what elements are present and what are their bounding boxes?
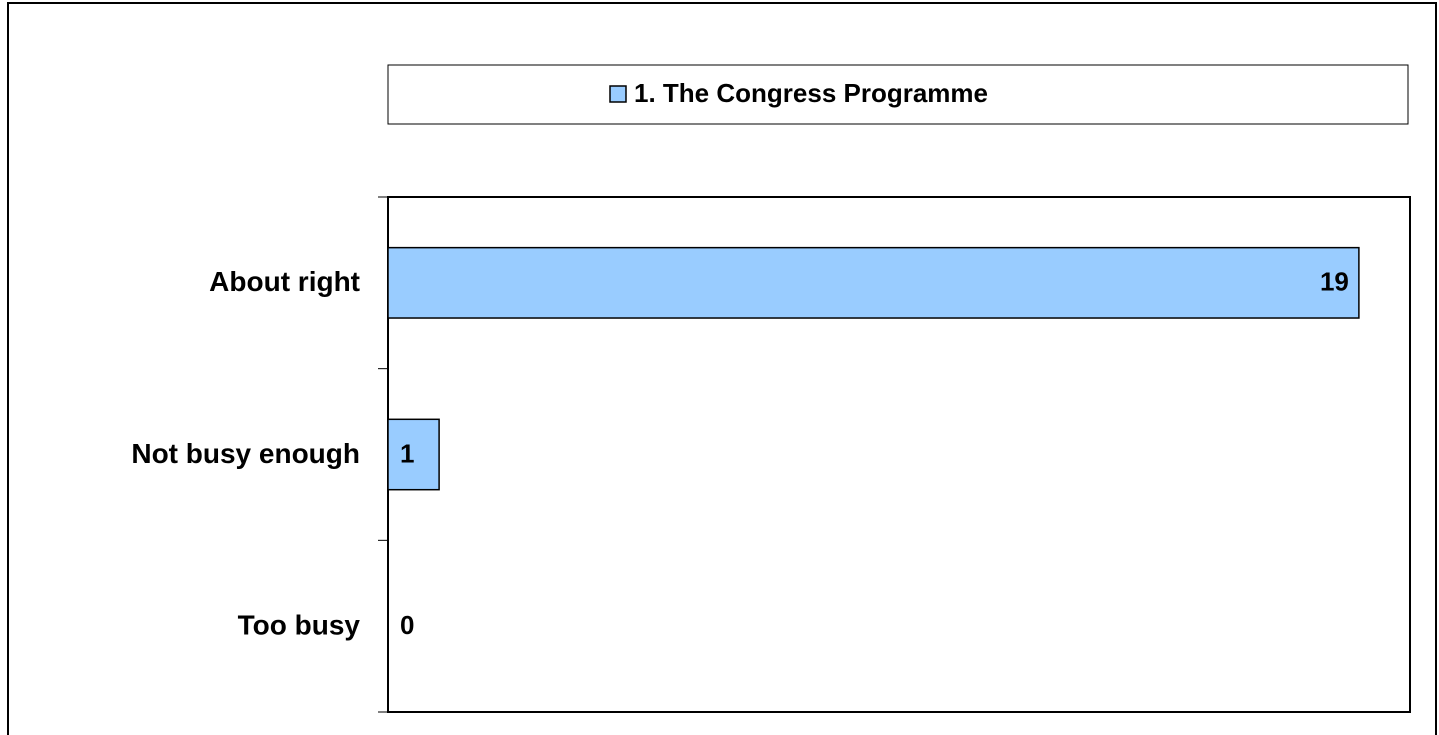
data-label: 0 bbox=[400, 610, 414, 640]
bar bbox=[387, 246, 1360, 319]
y-tick-label: Too busy bbox=[238, 610, 361, 641]
legend-box bbox=[387, 64, 1409, 125]
bar bbox=[387, 418, 440, 491]
y-tick-label: About right bbox=[209, 266, 360, 297]
data-label: 19 bbox=[1320, 267, 1349, 297]
legend-swatch bbox=[609, 85, 627, 103]
y-tick-label: Not busy enough bbox=[131, 438, 360, 469]
data-label: 1 bbox=[400, 438, 414, 468]
legend-label: 1. The Congress Programme bbox=[634, 78, 988, 108]
